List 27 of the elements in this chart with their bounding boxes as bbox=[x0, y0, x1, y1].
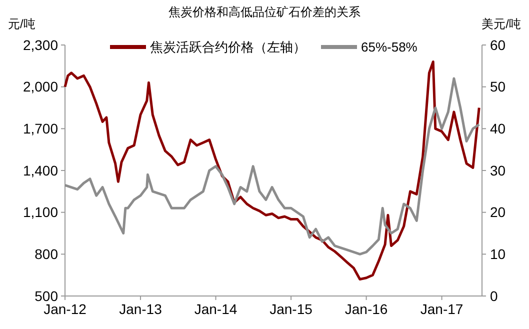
y-tick-label: 2,000 bbox=[22, 78, 58, 95]
x-tick-label: Jan-16 bbox=[344, 301, 388, 317]
chart-title: 焦炭价格和高低品位矿石价差的关系 bbox=[168, 5, 360, 19]
x-tick-label: Jan-15 bbox=[270, 301, 313, 317]
y-tick-label: 500 bbox=[34, 288, 58, 304]
y-tick-label: 2,300 bbox=[22, 36, 58, 53]
y2-tick-label: 60 bbox=[490, 36, 506, 53]
legend-label: 焦炭活跃合约价格（左轴） bbox=[150, 40, 306, 55]
line-series bbox=[64, 77, 480, 256]
y2-tick-label: 10 bbox=[490, 246, 506, 262]
x-tick-label: Jan-17 bbox=[420, 301, 464, 317]
x-tick-label: Jan-13 bbox=[119, 301, 162, 317]
x-tick-label: Jan-14 bbox=[194, 301, 238, 317]
y2-tick-label: 50 bbox=[490, 78, 506, 95]
y2-tick-label: 40 bbox=[490, 120, 506, 137]
y-tick-label: 800 bbox=[34, 246, 58, 262]
y2-tick-label: 0 bbox=[490, 288, 498, 304]
legend-label: 65%-58% bbox=[361, 40, 418, 55]
line-series bbox=[64, 60, 480, 281]
y-tick-label: 1,400 bbox=[22, 162, 58, 178]
x-tick-label: Jan-12 bbox=[44, 301, 87, 317]
y2-axis-title: 美元/吨 bbox=[482, 17, 521, 31]
y2-tick-label: 30 bbox=[490, 162, 506, 178]
y-axis-title: 元/吨 bbox=[8, 17, 36, 31]
y-tick-label: 1,700 bbox=[22, 120, 58, 137]
y2-tick-label: 20 bbox=[490, 204, 506, 220]
y-tick-label: 1,100 bbox=[22, 204, 58, 220]
